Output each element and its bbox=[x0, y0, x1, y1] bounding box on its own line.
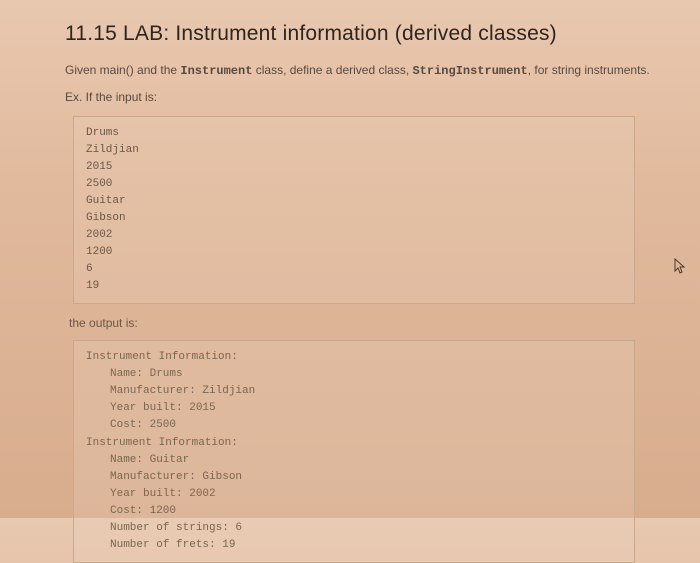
output-line: Number of strings: 6 bbox=[86, 520, 622, 537]
input-line: 1200 bbox=[86, 246, 112, 258]
output-line: Year built: 2015 bbox=[86, 400, 622, 417]
input-line: Zildjian bbox=[86, 144, 139, 156]
output-line: Name: Drums bbox=[86, 366, 622, 383]
input-line: 6 bbox=[86, 263, 93, 275]
input-line: Drums bbox=[86, 127, 119, 139]
output-label: the output is: bbox=[69, 316, 655, 330]
description-text: Given main() and the Instrument class, d… bbox=[65, 62, 655, 80]
input-line: 2500 bbox=[86, 178, 112, 190]
example-label: Ex. If the input is: bbox=[65, 90, 655, 104]
desc-part-2: class, define a derived class, bbox=[252, 63, 412, 77]
input-line: Guitar bbox=[86, 195, 126, 207]
input-line: 2002 bbox=[86, 229, 112, 241]
desc-part-1: Given main() and the bbox=[65, 63, 180, 77]
code-inline-stringinstrument: StringInstrument bbox=[412, 64, 527, 78]
input-line: Gibson bbox=[86, 212, 126, 224]
code-inline-instrument: Instrument bbox=[180, 64, 252, 78]
output-line: Instrument Information: bbox=[86, 437, 238, 449]
input-code-block: Drums Zildjian 2015 2500 Guitar Gibson 2… bbox=[73, 116, 635, 304]
output-line: Cost: 2500 bbox=[86, 417, 622, 434]
input-line: 2015 bbox=[86, 161, 112, 173]
output-line: Manufacturer: Zildjian bbox=[86, 383, 622, 400]
page-title: 11.15 LAB: Instrument information (deriv… bbox=[65, 22, 655, 46]
output-code-block: Instrument Information: Name: DrumsManuf… bbox=[73, 340, 635, 563]
output-line: Instrument Information: bbox=[86, 351, 238, 363]
output-line: Manufacturer: Gibson bbox=[86, 469, 622, 486]
desc-part-3: , for string instruments. bbox=[528, 63, 650, 77]
output-line: Name: Guitar bbox=[86, 452, 622, 469]
output-line: Number of frets: 19 bbox=[86, 537, 622, 554]
cursor-icon bbox=[674, 258, 688, 279]
input-line: 19 bbox=[86, 280, 99, 292]
output-line: Cost: 1200 bbox=[86, 503, 622, 520]
output-line: Year built: 2002 bbox=[86, 486, 622, 503]
